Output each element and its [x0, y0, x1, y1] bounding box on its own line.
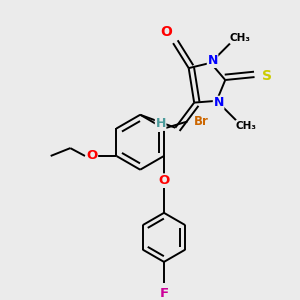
Text: H: H: [155, 117, 166, 130]
Text: N: N: [213, 96, 224, 109]
Text: O: O: [86, 149, 98, 163]
Text: S: S: [262, 69, 272, 83]
Text: CH₃: CH₃: [236, 121, 257, 131]
Text: F: F: [159, 287, 169, 300]
Text: N: N: [207, 54, 218, 68]
Text: CH₃: CH₃: [230, 33, 251, 43]
Text: O: O: [158, 174, 169, 187]
Text: Br: Br: [194, 115, 208, 128]
Text: O: O: [160, 25, 172, 39]
